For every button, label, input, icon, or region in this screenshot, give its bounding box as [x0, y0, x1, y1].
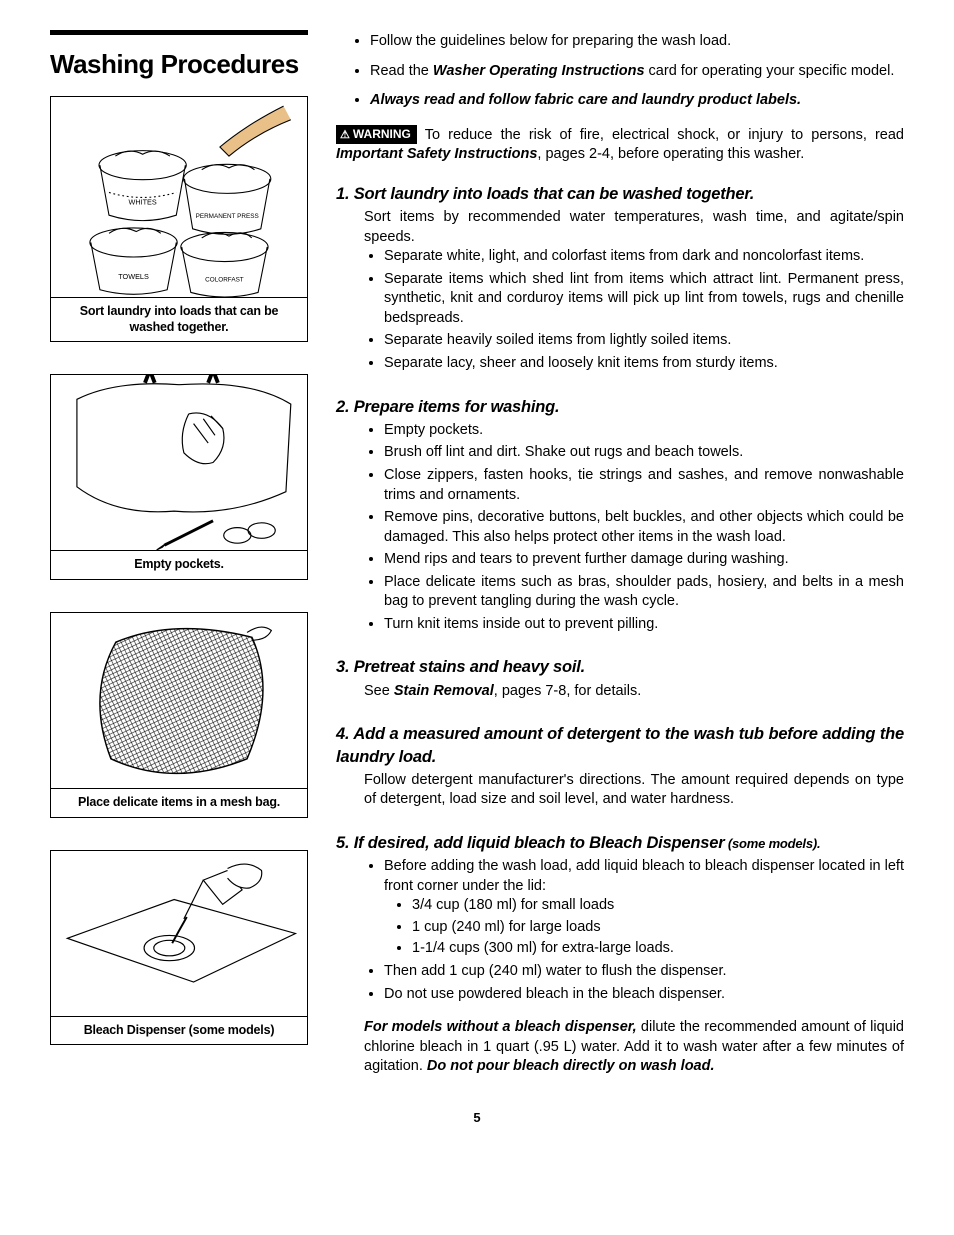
figure-bleach-dispenser: Bleach Dispenser (some models): [50, 850, 308, 1046]
step-3-heading: 3. Pretreat stains and heavy soil.: [336, 656, 904, 678]
bullet: Turn knit items inside out to prevent pi…: [384, 615, 904, 635]
step-1-bullets: Separate white, light, and colorfast ite…: [336, 247, 904, 373]
heading-text: 5. If desired, add liquid bleach to Blea…: [336, 834, 724, 852]
warning-bold: Important Safety Instructions: [336, 146, 537, 162]
step-1-heading: 1. Sort laundry into loads that can be w…: [336, 183, 904, 205]
step-4-body: Follow detergent manufacturer's directio…: [336, 771, 904, 810]
step-3: 3. Pretreat stains and heavy soil. See S…: [336, 656, 904, 701]
warning-block: WARNING To reduce the risk of fire, elec…: [336, 125, 904, 165]
figure-sort-laundry-caption: Sort laundry into loads that can be wash…: [51, 297, 307, 341]
page-number: 5: [50, 1109, 904, 1127]
bullet: Empty pockets.: [384, 421, 904, 441]
bullet: Then add 1 cup (240 ml) water to flush t…: [384, 962, 904, 982]
warning-text: To reduce the risk of fire, electrical s…: [417, 127, 904, 143]
bullet: Separate lacy, sheer and loosely knit it…: [384, 354, 904, 374]
figure-empty-pockets: Empty pockets.: [50, 374, 308, 580]
heading-note: (some models).: [724, 836, 820, 851]
sub-bullet: 3/4 cup (180 ml) for small loads: [412, 896, 904, 916]
step-1: 1. Sort laundry into loads that can be w…: [336, 183, 904, 374]
footer-bold: For models without a bleach dispenser,: [364, 1019, 637, 1035]
figure-sort-laundry-image: WHITES PERMANENT PRESS TOWELS COLORFAST: [51, 97, 307, 297]
step-1-body: Sort items by recommended water temperat…: [336, 208, 904, 247]
bullet: Before adding the wash load, add liquid …: [384, 857, 904, 959]
step-5-heading: 5. If desired, add liquid bleach to Blea…: [336, 832, 904, 854]
bullet-text: Before adding the wash load, add liquid …: [384, 858, 904, 894]
step-5: 5. If desired, add liquid bleach to Blea…: [336, 832, 904, 1077]
figure-empty-pockets-image: [51, 375, 307, 550]
figure-sort-laundry: WHITES PERMANENT PRESS TOWELS COLORFAST: [50, 96, 308, 342]
bullet: Mend rips and tears to prevent further d…: [384, 550, 904, 570]
step-2-heading: 2. Prepare items for washing.: [336, 396, 904, 418]
step-3-body: See Stain Removal, pages 7-8, for detail…: [336, 682, 904, 702]
bullet: Do not use powdered bleach in the bleach…: [384, 985, 904, 1005]
svg-text:TOWELS: TOWELS: [118, 272, 149, 281]
intro-bullet: Follow the guidelines below for preparin…: [370, 32, 904, 52]
step-5-sub-bullets: 3/4 cup (180 ml) for small loads 1 cup (…: [384, 896, 904, 959]
warning-badge: WARNING: [336, 125, 417, 144]
bullet: Separate items which shed lint from item…: [384, 270, 904, 329]
figure-mesh-bag-image: [51, 613, 307, 788]
page-title: Washing Procedures: [50, 30, 308, 82]
step-5-footer: For models without a bleach dispenser, d…: [336, 1018, 904, 1077]
svg-text:COLORFAST: COLORFAST: [205, 277, 244, 284]
bullet-bold: Washer Operating Instructions: [433, 63, 645, 79]
bullet-text: card for operating your specific model.: [645, 63, 895, 79]
figure-mesh-bag: Place delicate items in a mesh bag.: [50, 612, 308, 818]
bullet: Separate heavily soiled items from light…: [384, 331, 904, 351]
step-4-heading: 4. Add a measured amount of detergent to…: [336, 723, 904, 768]
bullet-text: Follow the guidelines below for preparin…: [370, 33, 731, 49]
intro-bullet: Read the Washer Operating Instructions c…: [370, 62, 904, 82]
figure-bleach-dispenser-caption: Bleach Dispenser (some models): [51, 1016, 307, 1045]
svg-text:WHITES: WHITES: [129, 197, 157, 206]
sub-bullet: 1-1/4 cups (300 ml) for extra-large load…: [412, 939, 904, 959]
text-bold: Stain Removal: [394, 683, 494, 699]
sub-bullet: 1 cup (240 ml) for large loads: [412, 918, 904, 938]
step-5-bullets: Before adding the wash load, add liquid …: [336, 857, 904, 1004]
figure-mesh-bag-caption: Place delicate items in a mesh bag.: [51, 788, 307, 817]
intro-bullet: Always read and follow fabric care and l…: [370, 91, 904, 111]
figure-bleach-dispenser-image: [51, 851, 307, 1016]
svg-text:PERMANENT PRESS: PERMANENT PRESS: [196, 213, 259, 220]
step-2-bullets: Empty pockets. Brush off lint and dirt. …: [336, 421, 904, 635]
figure-empty-pockets-caption: Empty pockets.: [51, 550, 307, 579]
bullet: Separate white, light, and colorfast ite…: [384, 247, 904, 267]
main-content: Follow the guidelines below for preparin…: [336, 30, 904, 1099]
text: See: [364, 683, 394, 699]
step-2: 2. Prepare items for washing. Empty pock…: [336, 396, 904, 635]
bullet: Remove pins, decorative buttons, belt bu…: [384, 508, 904, 547]
sidebar: Washing Procedures WHITES: [50, 30, 308, 1099]
intro-bullets: Follow the guidelines below for preparin…: [336, 32, 904, 111]
warning-text: , pages 2-4, before operating this washe…: [537, 146, 804, 162]
bullet-bold: Always read and follow fabric care and l…: [370, 92, 801, 108]
text: , pages 7-8, for details.: [494, 683, 642, 699]
footer-bold: Do not pour bleach directly on wash load…: [427, 1058, 715, 1074]
bullet-text: Read the: [370, 63, 433, 79]
bullet: Close zippers, fasten hooks, tie strings…: [384, 466, 904, 505]
bullet: Place delicate items such as bras, shoul…: [384, 573, 904, 612]
step-4: 4. Add a measured amount of detergent to…: [336, 723, 904, 810]
bullet: Brush off lint and dirt. Shake out rugs …: [384, 443, 904, 463]
